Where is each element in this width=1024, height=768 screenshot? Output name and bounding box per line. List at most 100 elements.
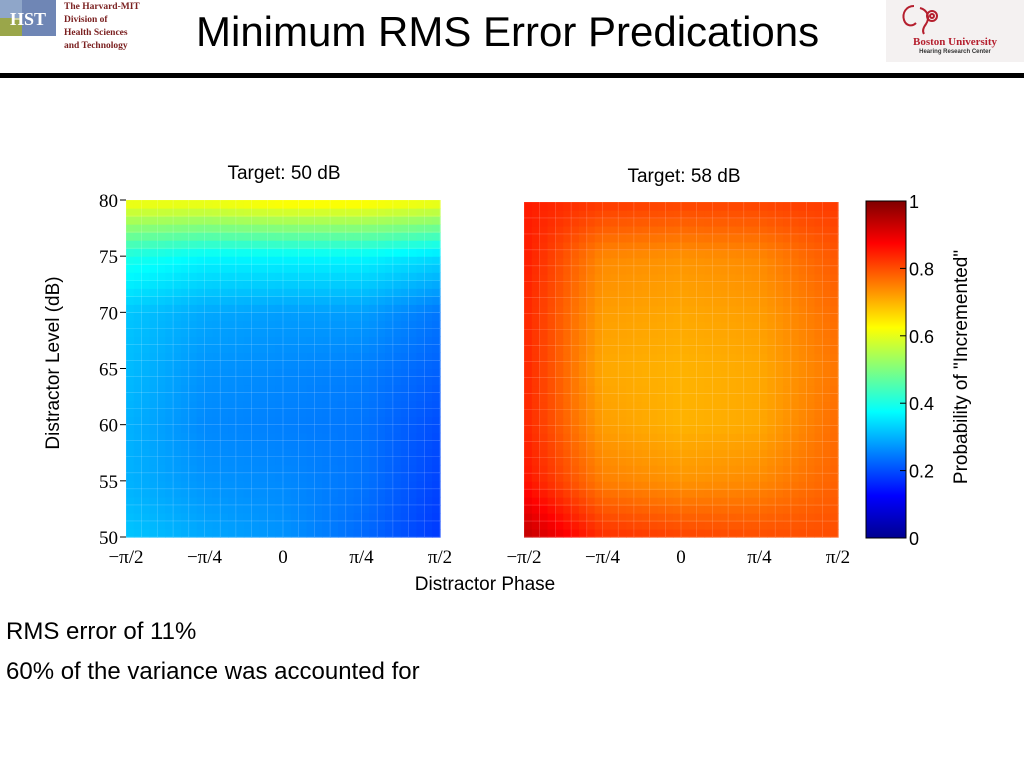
- heatmap-cell: [571, 345, 580, 355]
- heatmap-cell: [751, 457, 761, 466]
- heatmap-cell: [822, 457, 831, 466]
- heatmap-cell: [408, 320, 418, 329]
- heatmap-cell: [149, 408, 158, 418]
- heatmap-cell: [416, 328, 425, 337]
- heatmap-cell: [424, 528, 433, 538]
- heatmap-cell: [547, 425, 556, 434]
- heatmap-cell: [681, 353, 690, 363]
- heatmap-cell: [743, 385, 753, 395]
- heatmap-cell: [547, 449, 556, 458]
- heatmap-cell: [432, 248, 441, 257]
- heatmap-cell: [720, 513, 729, 522]
- heatmap-cell: [712, 401, 721, 410]
- heatmap-cell: [126, 320, 135, 329]
- heatmap-cell: [759, 505, 768, 514]
- heatmap-cell: [798, 385, 808, 395]
- heatmap-cell: [157, 272, 166, 281]
- heatmap-cell: [204, 360, 213, 370]
- heatmap-cell: [735, 225, 745, 235]
- heatmap-cell: [385, 232, 394, 241]
- heatmap-cell: [618, 417, 627, 426]
- heatmap-cell: [157, 456, 166, 466]
- heatmap-cell: [188, 312, 198, 321]
- heatmap-cell: [361, 360, 370, 370]
- heatmap-cell: [306, 440, 315, 450]
- heatmap-cell: [432, 440, 441, 450]
- heatmap-cell: [790, 257, 800, 267]
- heatmap-cell: [149, 456, 158, 466]
- heatmap-cell: [267, 392, 276, 402]
- heatmap-cell: [681, 465, 690, 474]
- heatmap-cell: [141, 416, 151, 426]
- heatmap-cell: [353, 296, 363, 305]
- heatmap-cell: [322, 296, 331, 305]
- heatmap-cell: [126, 440, 135, 450]
- heatmap-cell: [586, 321, 596, 331]
- heatmap-cell: [681, 457, 690, 466]
- heatmap-cell: [126, 488, 135, 498]
- heatmap-cell: [267, 216, 276, 225]
- heatmap-cell: [798, 225, 808, 235]
- heatmap-cell: [243, 360, 253, 370]
- heatmap-cell: [290, 336, 300, 346]
- heatmap-cell: [133, 440, 143, 450]
- heatmap-cell: [165, 320, 174, 329]
- heatmap-cell: [141, 528, 151, 538]
- heatmap-cell: [377, 440, 386, 450]
- heatmap-cell: [814, 521, 823, 530]
- heatmap-cell: [173, 296, 182, 305]
- heatmap-cell: [235, 304, 245, 313]
- heatmap-cell: [196, 248, 206, 257]
- heatmap-cell: [688, 409, 698, 418]
- heatmap-cell: [126, 352, 135, 362]
- heatmap-cell: [806, 425, 816, 434]
- heatmap-cell: [571, 337, 580, 347]
- heatmap-cell: [337, 288, 347, 297]
- heatmap-cell: [377, 464, 386, 474]
- heatmap-cell: [392, 224, 402, 233]
- heatmap-cell: [743, 257, 753, 267]
- heatmap-cell: [283, 344, 292, 354]
- heatmap-cell: [649, 289, 659, 299]
- heatmap-cell: [314, 456, 323, 466]
- heatmap-cell: [204, 448, 213, 458]
- heatmap-cell: [822, 529, 831, 538]
- heatmap-cell: [416, 304, 425, 313]
- heatmap-cell: [251, 224, 261, 233]
- heatmap-cell: [814, 473, 823, 482]
- heatmap-cell: [228, 440, 237, 450]
- heatmap-cell: [547, 353, 556, 363]
- heatmap-cell: [735, 529, 745, 538]
- heatmap-cell: [432, 224, 441, 233]
- heatmap-cell: [298, 328, 308, 337]
- heatmap-cell: [578, 401, 588, 410]
- heatmap-cell: [212, 336, 221, 346]
- heatmap-cell: [188, 432, 198, 442]
- heatmap-cell: [602, 289, 611, 299]
- heatmap-cell: [767, 529, 776, 538]
- heatmap-cell: [408, 200, 418, 209]
- heatmap-cell: [188, 368, 198, 378]
- heatmap-cell: [165, 408, 174, 418]
- heatmap-cell: [133, 528, 143, 538]
- heatmap-cell: [283, 352, 292, 362]
- heatmap-cell: [228, 392, 237, 402]
- heatmap-cell: [188, 200, 198, 209]
- heatmap-cell: [665, 385, 674, 395]
- heatmap-cell: [432, 416, 441, 426]
- heatmap-cell: [641, 401, 651, 410]
- heatmap-cell: [790, 281, 800, 291]
- heatmap-cell: [180, 488, 190, 498]
- heatmap-cell: [618, 401, 627, 410]
- heatmap-cell: [822, 305, 831, 315]
- heatmap-cell: [657, 513, 666, 522]
- heatmap-cell: [704, 281, 713, 291]
- heatmap-cell: [728, 209, 737, 219]
- heatmap-cell: [759, 337, 768, 347]
- heatmap-cell: [188, 304, 198, 313]
- heatmap-cell: [720, 449, 729, 458]
- heatmap-cell: [235, 280, 245, 289]
- heatmap-cell: [688, 529, 698, 538]
- heatmap-cell: [416, 232, 425, 241]
- heatmap-cell: [524, 417, 533, 426]
